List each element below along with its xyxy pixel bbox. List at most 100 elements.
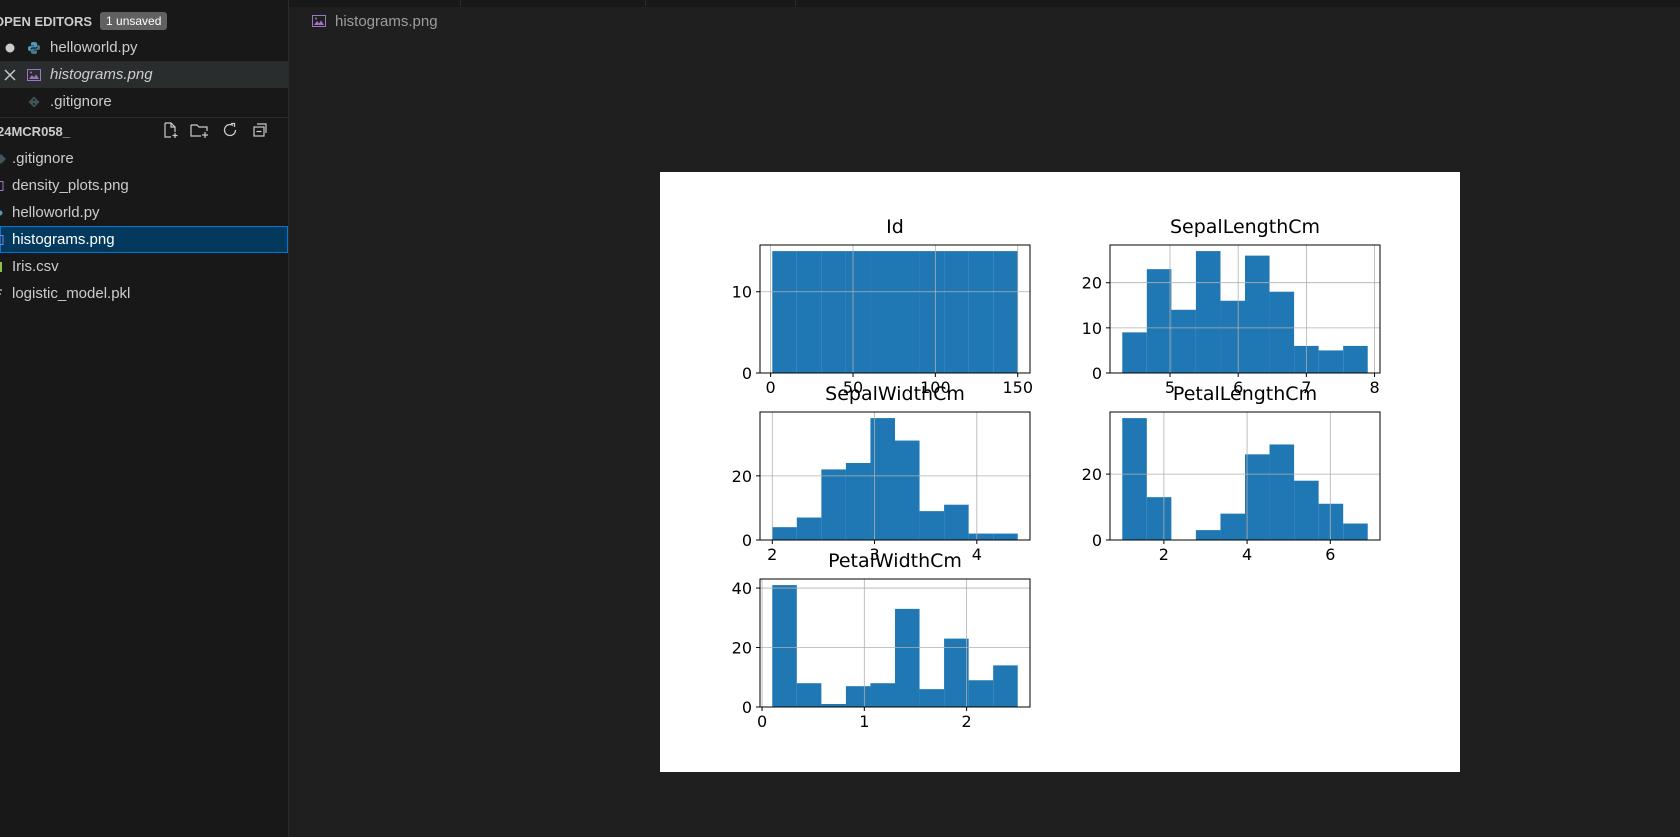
histogram-bar bbox=[796, 517, 822, 540]
tab-strip bbox=[289, 0, 1680, 7]
explorer-actions bbox=[160, 120, 270, 140]
open-editor-label: .gitignore bbox=[50, 93, 112, 110]
histogram-bar bbox=[870, 683, 895, 707]
file-icon bbox=[0, 288, 4, 299]
histogram-bar bbox=[944, 638, 969, 707]
file-item-histograms[interactable]: histograms.png bbox=[0, 226, 288, 253]
x-tick-label: 6 bbox=[1325, 545, 1335, 564]
git-icon bbox=[26, 96, 42, 108]
x-tick-label: 50 bbox=[843, 378, 863, 397]
collapse-all-icon[interactable] bbox=[250, 120, 270, 140]
open-editors-title: OPEN EDITORS bbox=[0, 13, 93, 29]
histogram-bar bbox=[821, 469, 846, 540]
histogram-bar bbox=[895, 251, 920, 373]
histogram-bar bbox=[870, 418, 895, 540]
x-tick-label: 0 bbox=[766, 378, 776, 397]
y-tick-label: 0 bbox=[742, 531, 752, 550]
histogram-bar bbox=[1195, 251, 1221, 373]
open-editor-item-histograms[interactable]: histograms.png bbox=[0, 61, 288, 88]
file-item-logistic-model[interactable]: logistic_model.pkl bbox=[0, 280, 288, 307]
file-label: logistic_model.pkl bbox=[12, 285, 131, 302]
image-icon bbox=[26, 68, 42, 81]
histogram-bar bbox=[1318, 350, 1344, 373]
histogram-bar bbox=[1220, 300, 1245, 373]
image-icon bbox=[0, 234, 5, 245]
subplot-title: PetalLengthCm bbox=[1173, 383, 1317, 405]
y-tick-label: 10 bbox=[732, 283, 752, 302]
explorer-sidebar: OPEN EDITORS 1 unsaved helloworld.py his… bbox=[0, 0, 289, 837]
new-file-icon[interactable] bbox=[160, 120, 180, 140]
x-tick-label: 4 bbox=[972, 545, 982, 564]
y-tick-label: 20 bbox=[732, 639, 752, 658]
histogram-bar bbox=[919, 511, 945, 540]
file-label: density_plots.png bbox=[12, 177, 129, 194]
histogram-bar bbox=[1195, 530, 1221, 540]
histogram-bar bbox=[993, 251, 1018, 373]
file-item-iris-csv[interactable]: Iris.csv bbox=[0, 253, 288, 280]
subplot-title: SepalWidthCm bbox=[825, 383, 965, 405]
csv-icon bbox=[0, 261, 4, 272]
histogram-bar bbox=[1122, 332, 1147, 373]
axes-frame bbox=[1109, 244, 1381, 374]
tab-separator bbox=[795, 0, 796, 6]
axes-frame bbox=[1109, 411, 1381, 541]
open-editor-item-helloworld[interactable]: helloworld.py bbox=[0, 34, 288, 61]
histogram-bar bbox=[772, 527, 797, 540]
python-icon bbox=[0, 209, 4, 217]
x-tick-label: 2 bbox=[767, 545, 777, 564]
file-item-gitignore[interactable]: .gitignore bbox=[0, 145, 288, 172]
histogram-bar bbox=[772, 251, 797, 373]
histogram-bar bbox=[944, 251, 969, 373]
histogram-bar bbox=[1318, 503, 1344, 540]
unsaved-badge: 1 unsaved bbox=[100, 12, 168, 30]
x-tick-label: 2 bbox=[961, 712, 971, 731]
file-label: Iris.csv bbox=[12, 258, 59, 275]
histogram-bar bbox=[796, 251, 822, 373]
histogram-bar bbox=[821, 251, 846, 373]
open-editor-item-gitignore[interactable]: .gitignore bbox=[0, 88, 288, 115]
x-tick-label: 7 bbox=[1301, 378, 1311, 397]
histogram-bar bbox=[919, 689, 945, 707]
file-label: helloworld.py bbox=[12, 204, 100, 221]
folder-header[interactable]: 24MCR058_ bbox=[0, 118, 70, 144]
open-editor-label: helloworld.py bbox=[50, 39, 138, 56]
histogram-bar bbox=[1220, 513, 1245, 540]
histogram-bar bbox=[1122, 418, 1147, 540]
subplot-sepalwidthcm: 2 3 4 0 20 SepalWidthCm bbox=[732, 383, 1031, 564]
file-label: histograms.png bbox=[12, 231, 115, 248]
new-folder-icon[interactable] bbox=[190, 120, 210, 140]
x-tick-label: 8 bbox=[1369, 378, 1379, 397]
histogram-bar bbox=[845, 686, 871, 707]
file-label: .gitignore bbox=[12, 150, 74, 167]
editor-title[interactable]: histograms.png bbox=[312, 10, 438, 32]
modified-dot-icon[interactable] bbox=[4, 43, 16, 53]
x-tick-label: 150 bbox=[1002, 378, 1033, 397]
histogram-bar bbox=[796, 683, 822, 707]
histogram-bar bbox=[919, 251, 945, 373]
histogram-bar bbox=[1146, 497, 1172, 540]
y-tick-label: 0 bbox=[742, 698, 752, 717]
open-editors-header[interactable]: OPEN EDITORS 1 unsaved bbox=[0, 8, 168, 34]
histogram-bar bbox=[845, 463, 871, 540]
histogram-bar bbox=[1343, 523, 1368, 540]
histogram-bar bbox=[895, 608, 920, 707]
y-tick-label: 20 bbox=[1082, 274, 1102, 293]
histogram-bar bbox=[845, 251, 871, 373]
file-item-helloworld[interactable]: helloworld.py bbox=[0, 199, 288, 226]
subplot-title: PetalWidthCm bbox=[828, 550, 962, 572]
x-tick-label: 6 bbox=[1233, 378, 1243, 397]
histogram-bar bbox=[993, 665, 1018, 707]
python-icon bbox=[26, 41, 42, 55]
editor-title-label: histograms.png bbox=[335, 12, 438, 30]
histogram-bar bbox=[1245, 454, 1270, 540]
image-preview[interactable]: 0 50 100 150 0 10 Id 5 6 7 8 0 10 20 SepalLengthCm 2 3 4 0… bbox=[660, 172, 1460, 772]
histogram-bar bbox=[1171, 309, 1196, 373]
file-item-density-plots[interactable]: density_plots.png bbox=[0, 172, 288, 199]
histogram-bar bbox=[944, 504, 969, 540]
close-icon[interactable] bbox=[3, 69, 17, 81]
histogram-bar bbox=[1343, 345, 1368, 373]
refresh-icon[interactable] bbox=[220, 120, 240, 140]
y-tick-label: 10 bbox=[1082, 319, 1102, 338]
